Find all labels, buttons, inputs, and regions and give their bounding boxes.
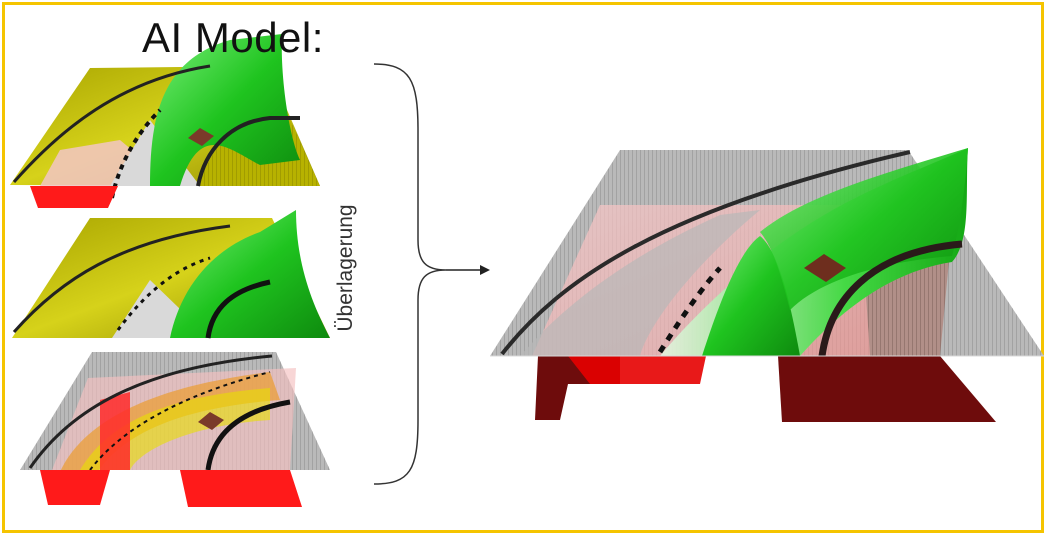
panel-3 bbox=[20, 352, 330, 507]
arrow bbox=[446, 265, 490, 275]
brace bbox=[373, 63, 447, 485]
diagram-title: AI Model: bbox=[142, 14, 324, 61]
panel-1 bbox=[10, 34, 320, 208]
brace-label: Überlagerung bbox=[334, 204, 357, 332]
result-diagram bbox=[490, 148, 1044, 422]
panel-2 bbox=[12, 210, 330, 339]
